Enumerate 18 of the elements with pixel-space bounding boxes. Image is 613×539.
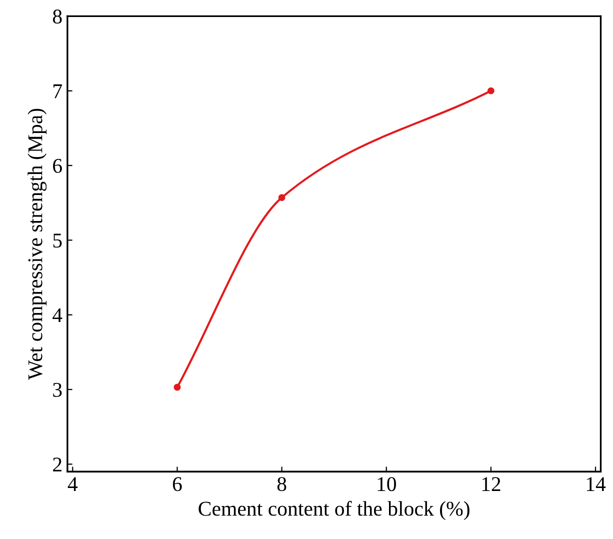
y-tick-label: 5 — [53, 234, 62, 248]
y-tick-label: 2 — [53, 458, 62, 472]
y-tick-label: 7 — [54, 84, 62, 98]
point — [174, 384, 181, 391]
y-tick-label: 4 — [52, 308, 62, 322]
x-tick-label: 8 — [277, 477, 286, 492]
x-tick-label: 6 — [172, 477, 182, 492]
point — [278, 194, 286, 202]
y-tick-label: 6 — [53, 158, 62, 173]
point — [487, 87, 494, 94]
x-tick-label: 4 — [68, 477, 78, 491]
x-tick-label: 14 — [586, 477, 606, 491]
y-tick-label: 3 — [53, 382, 62, 397]
y-axis-title: Wet compressive strength (Mpa) — [28, 108, 47, 380]
y-tick-label: 8 — [52, 10, 62, 24]
x-axis-title: Cement content of the block (%) — [198, 500, 470, 520]
x-tick-label: 10 — [378, 477, 396, 492]
x-tick-label: 12 — [482, 477, 500, 491]
